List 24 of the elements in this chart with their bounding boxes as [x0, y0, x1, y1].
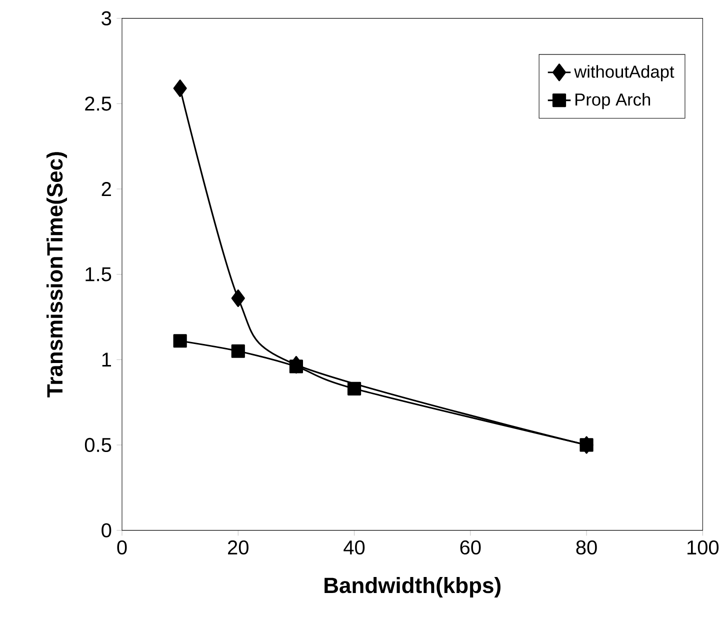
y-axis-title: TransmissionTime(Sec): [46, 152, 67, 398]
point: [173, 334, 187, 348]
legend-label: Prop Arch: [576, 92, 650, 110]
y-tick-label: 2.5: [85, 96, 112, 111]
x-tick-label: 20: [228, 540, 248, 555]
x-tick-label: 60: [460, 540, 481, 555]
y-tick-label: 1: [102, 352, 111, 367]
point: [231, 344, 245, 358]
y-tick-label: 1.5: [86, 267, 112, 282]
x-axis-title: Bandwidth(kbps): [324, 577, 500, 598]
y-tick-label: 0: [102, 523, 112, 538]
point: [173, 79, 187, 98]
legend-label: withoutAdapt: [574, 65, 674, 82]
point: [580, 438, 594, 452]
y-tick-label: 0.5: [84, 438, 112, 452]
point: [289, 360, 304, 374]
x-tick-label: 40: [344, 540, 365, 555]
x-tick-label: 100: [688, 540, 719, 555]
x-tick-label: 0: [117, 540, 127, 555]
x-tick-label: 80: [576, 540, 597, 555]
point: [347, 382, 362, 396]
y-tick-label: 3: [102, 11, 112, 26]
point: [231, 289, 245, 308]
y-tick-label: 2: [102, 182, 111, 196]
